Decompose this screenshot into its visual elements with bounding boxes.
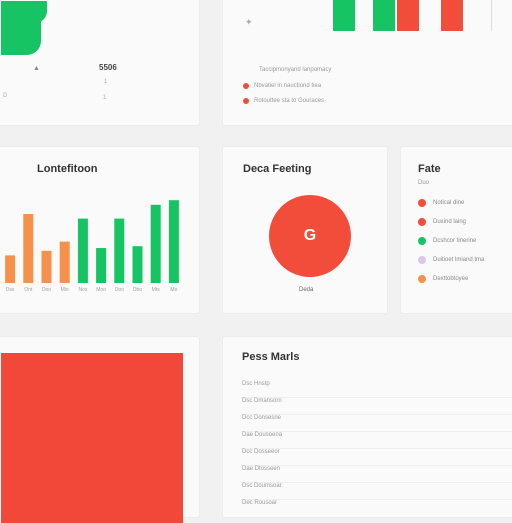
header-bar — [333, 0, 355, 31]
legend-label: Dcshcor tinerine — [433, 238, 477, 244]
chart-bar[interactable] — [114, 218, 125, 283]
row-divider — [241, 448, 512, 449]
legend-label: Duitioet lmiand tma — [433, 257, 485, 263]
table-row[interactable]: Dcc Dosseeor — [242, 449, 280, 455]
brand-blob — [1, 1, 47, 55]
table-row[interactable]: Dsc Dmansorn — [242, 398, 282, 404]
header-bar — [441, 0, 463, 31]
donut-caption: Deda — [299, 287, 314, 293]
legend-item[interactable]: Dcshcor tinerine — [418, 237, 476, 245]
legend-label: Dexttobtoyee — [433, 276, 469, 282]
table-row[interactable]: Dcc Donsesne — [242, 415, 282, 421]
legend-swatch — [418, 199, 426, 207]
chart-icon: ▲ — [33, 65, 40, 72]
legend-label: Notical dine — [433, 200, 465, 206]
chart-bar[interactable] — [5, 255, 16, 283]
table-row[interactable]: Dsc Hnstp — [242, 381, 270, 387]
chart-tick-label: Dbo — [133, 287, 142, 293]
legend-item[interactable]: Duxind laing — [418, 218, 466, 226]
legend-card: Fate Duo Notical dine Duxind laing Dcshc… — [400, 146, 512, 314]
summary-label: 1 — [104, 79, 108, 85]
legend-item[interactable]: Notical dine — [418, 199, 464, 207]
table-title: Pess Marls — [242, 351, 300, 363]
summary-label: D — [3, 93, 8, 99]
chart-bar[interactable] — [41, 250, 52, 283]
row-divider — [241, 414, 512, 415]
legend-item[interactable]: Dexttobtoyee — [418, 275, 468, 283]
chart-tick-label: Doo — [115, 287, 124, 293]
legend-swatch — [418, 256, 426, 264]
bar-chart: Dss Ont Doo Mio Nos Moo Doo Dbo Mts Mo — [5, 200, 179, 293]
highlight-block[interactable] — [1, 353, 183, 523]
table-row[interactable]: Dae Dousoena — [242, 432, 283, 438]
chart-bar[interactable] — [96, 248, 107, 283]
donut-chart[interactable]: G — [269, 195, 351, 277]
chart-title: Lontefitoon — [37, 163, 98, 175]
row-divider — [241, 465, 512, 466]
donut-title: Deca Feeting — [243, 163, 312, 175]
legend-swatch — [418, 218, 426, 226]
chart-tick-label: Ont — [24, 287, 33, 293]
alert-dot-icon — [243, 98, 249, 104]
bar-chart-card: Lontefitoon Dss Ont Doo Mio Nos Moo Doo Dbo Mts M… — [0, 146, 200, 314]
legend-swatch — [418, 275, 426, 283]
notification-text: Rotouttee sta to Gouraces — [254, 98, 325, 104]
notifications-caption: Taccipmonyand lanpomacy — [259, 67, 332, 73]
legend-item[interactable]: Duitioet lmiand tma — [418, 256, 484, 264]
chart-bar[interactable] — [150, 204, 161, 283]
legend-title: Fate — [418, 163, 441, 175]
chart-tick-label: Mo — [170, 287, 177, 293]
notification-text: Nbvatiel in nauctiond tiea — [254, 83, 322, 89]
chart-bar[interactable] — [77, 218, 88, 283]
chart-bar[interactable] — [132, 246, 143, 283]
row-divider — [241, 482, 512, 483]
notification-item[interactable]: Rotouttee sta to Gouraces — [243, 98, 324, 104]
highlight-card — [0, 336, 200, 523]
chart-tick-label: Doo — [42, 287, 51, 293]
chart-bar[interactable] — [23, 214, 34, 283]
summary-card: ▲ 5506 D 1 1 — [0, 0, 200, 126]
legend-swatch — [418, 237, 426, 245]
table-row[interactable]: Dae Dtosseen — [242, 466, 281, 472]
chart-tick-label: Mts — [152, 287, 161, 293]
table-card: Pess Marls Dsc Hnstp Dsc Dmansorn Dcc Do… — [222, 336, 512, 518]
star-icon: ✦ — [245, 17, 253, 27]
chart-tick-label: Dss — [6, 287, 15, 293]
table-row[interactable]: Dec Rousoar — [242, 500, 278, 506]
chart-bar[interactable] — [168, 200, 179, 283]
alert-dot-icon — [243, 83, 249, 89]
chart-tick-label: Moo — [96, 287, 106, 293]
chart-bar[interactable] — [59, 241, 70, 283]
donut-center-icon: G — [303, 227, 317, 244]
donut-card: Deca Feeting G Deda — [222, 146, 388, 314]
header-bar — [373, 0, 395, 31]
row-divider — [241, 397, 512, 398]
row-divider — [241, 499, 512, 500]
summary-label: 1 — [103, 95, 107, 101]
notifications-card: ✦ Taccipmonyand lanpomacy Nbvatiel in na… — [222, 0, 512, 126]
divider — [491, 0, 492, 31]
row-divider — [241, 431, 512, 432]
table-row[interactable]: Dsc Doumsoar — [242, 483, 282, 489]
chart-tick-label: Mio — [61, 287, 69, 293]
header-bar — [397, 0, 419, 31]
notification-item[interactable]: Nbvatiel in nauctiond tiea — [243, 83, 321, 89]
legend-subtitle: Duo — [418, 180, 430, 186]
legend-label: Duxind laing — [433, 219, 467, 225]
chart-tick-label: Nos — [78, 287, 87, 293]
summary-value: 5506 — [99, 63, 117, 72]
